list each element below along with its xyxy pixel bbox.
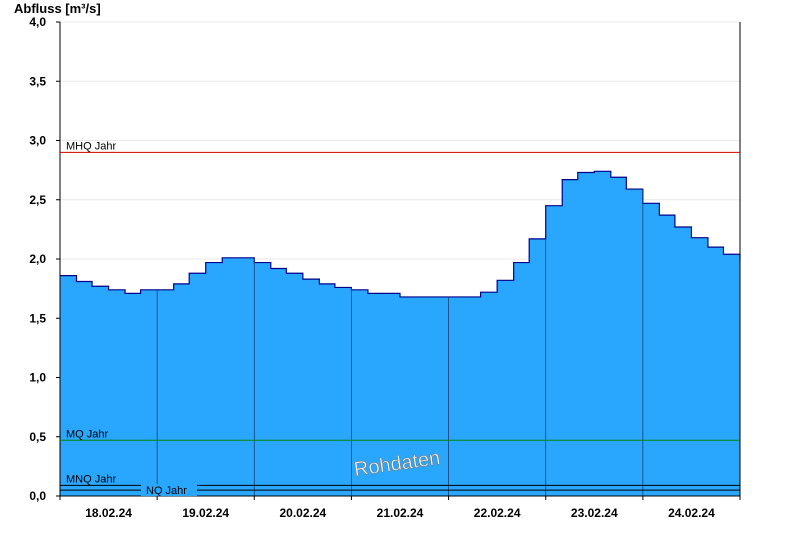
- reference-label-mnq-jahr: MNQ Jahr: [66, 473, 116, 485]
- discharge-area: [60, 171, 740, 496]
- y-tick-label: 3,0: [29, 134, 46, 148]
- reference-label-mhq-jahr: MHQ Jahr: [66, 140, 116, 152]
- y-tick-label: 0,5: [29, 430, 46, 444]
- x-tick-label: 22.02.24: [474, 506, 521, 520]
- y-tick-label: 3,5: [29, 74, 46, 88]
- y-tick-label: 4,0: [29, 15, 46, 29]
- x-tick-label: 20.02.24: [279, 506, 326, 520]
- nq-label-background: [141, 484, 197, 497]
- y-tick-label: 1,5: [29, 311, 46, 325]
- y-tick-label: 2,0: [29, 252, 46, 266]
- y-tick-label: 0,0: [29, 489, 46, 503]
- y-axis-label: Abfluss [m³/s]: [14, 1, 101, 16]
- x-tick-label: 18.02.24: [85, 506, 132, 520]
- reference-lines: MHQ Jahr MQ Jahr MNQ Jahr NQ Jahr: [60, 140, 740, 497]
- x-tick-label: 23.02.24: [571, 506, 618, 520]
- tick-labels: 0,0 0,5 1,0 1,5 2,0 2,5 3,0 3,5 4,0 18.02.24 19.02…: [29, 15, 715, 520]
- x-tick-label: 19.02.24: [182, 506, 229, 520]
- y-tick-label: 2,5: [29, 193, 46, 207]
- plot-area: [60, 170, 741, 496]
- reference-label-nq-jahr: NQ Jahr: [146, 485, 187, 497]
- x-tick-label: 21.02.24: [377, 506, 424, 520]
- y-tick-label: 1,0: [29, 371, 46, 385]
- reference-label-mq-jahr: MQ Jahr: [66, 428, 109, 440]
- x-tick-label: 24.02.24: [668, 506, 715, 520]
